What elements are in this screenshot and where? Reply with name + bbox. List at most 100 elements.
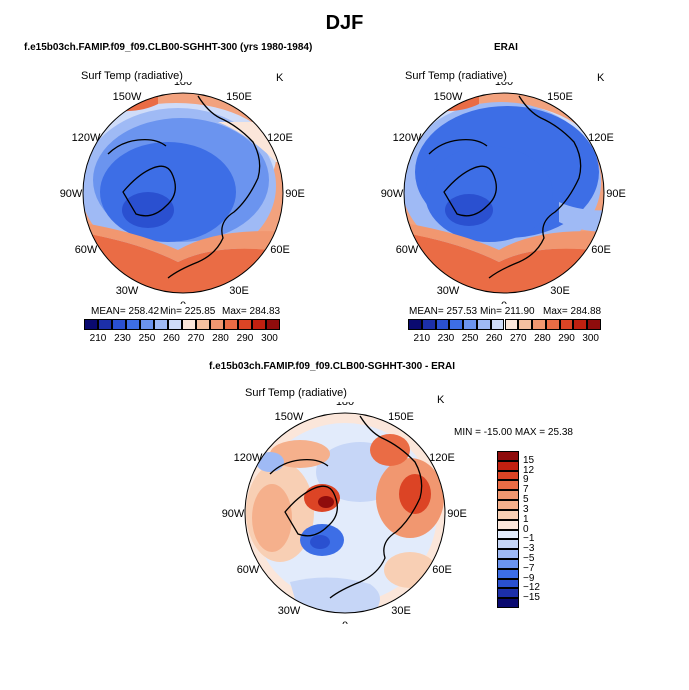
colorbar-label: 250 xyxy=(138,333,156,344)
colorbar-swatch xyxy=(559,319,574,330)
colorbar-swatch xyxy=(497,558,519,569)
colorbar-swatch xyxy=(266,319,280,330)
obs-map-border xyxy=(403,92,605,294)
colorbar-swatch xyxy=(504,319,519,330)
diff-minmax-stat: MIN = -15.00 MAX = 25.38 xyxy=(454,427,573,438)
obs-lon-label: 30E xyxy=(550,285,570,297)
obs-mean-stat: MEAN= 257.53 xyxy=(409,306,478,317)
obs-min-stat: Min= 211.90 xyxy=(480,306,535,317)
model-lon-label: 180 xyxy=(174,82,192,88)
colorbar-swatch xyxy=(112,319,126,330)
colorbar-label: 9 xyxy=(523,474,529,486)
colorbar-swatch xyxy=(476,319,491,330)
colorbar-label: 15 xyxy=(523,454,535,466)
colorbar-swatch xyxy=(196,319,210,330)
colorbar-swatch xyxy=(126,319,140,330)
colorbar-label: 270 xyxy=(187,333,205,344)
colorbar-swatch xyxy=(497,460,519,471)
colorbar-swatch xyxy=(84,319,98,330)
colorbar-label: 270 xyxy=(509,333,527,344)
obs-lon-label: 120E xyxy=(588,132,614,144)
colorbar-label: −1 xyxy=(523,533,535,545)
model-lon-label: 30W xyxy=(116,285,139,297)
model-lon-label: 0 xyxy=(180,300,186,304)
colorbar-swatch xyxy=(463,319,477,330)
obs-max-stat: Max= 284.88 xyxy=(543,306,602,317)
colorbar-swatch xyxy=(497,568,519,579)
obs-variable-label: Surf Temp (radiative) xyxy=(405,70,507,82)
obs-colorbar xyxy=(408,319,601,330)
model-lon-label: 60E xyxy=(270,244,290,256)
colorbar-label: 7 xyxy=(523,484,529,496)
colorbar-swatch xyxy=(408,319,422,330)
model-lon-label: 120W xyxy=(72,132,101,144)
colorbar-swatch xyxy=(449,319,464,330)
colorbar-label: 210 xyxy=(413,333,431,344)
colorbar-swatch xyxy=(497,500,519,510)
diff-lon-label: 120W xyxy=(234,452,263,464)
diff-variable-label: Surf Temp (radiative) xyxy=(245,387,347,399)
diff-lon-label: 120E xyxy=(429,452,455,464)
colorbar-swatch xyxy=(421,319,436,330)
colorbar-swatch xyxy=(497,509,519,520)
colorbar-label: −3 xyxy=(523,543,535,555)
diff-lon-label: 90E xyxy=(447,508,467,520)
colorbar-swatch xyxy=(182,319,196,330)
colorbar-swatch xyxy=(435,319,450,330)
colorbar-label: −12 xyxy=(523,582,540,594)
obs-lon-label: 180 xyxy=(495,82,513,88)
model-lon-label: 90E xyxy=(285,188,305,200)
colorbar-label: 250 xyxy=(461,333,479,344)
diff-lon-label: 30W xyxy=(278,605,301,617)
diff-lon-label: 30E xyxy=(391,605,411,617)
diff-lon-label: 180 xyxy=(336,402,354,408)
colorbar-swatch xyxy=(587,319,601,330)
model-colorbar-labels: 210 230 250 260 270 280 290 300 xyxy=(84,333,280,345)
colorbar-label: 0 xyxy=(523,523,529,535)
diff-colorbar xyxy=(497,451,519,608)
obs-lon-labels: 180 150E 120E 90E 60E 30E 0 30W 60W 90W 120W 150W xyxy=(381,82,626,304)
colorbar-label: −7 xyxy=(523,562,535,574)
obs-lon-label: 90E xyxy=(606,188,626,200)
colorbar-label: 300 xyxy=(261,333,278,344)
colorbar-label: 12 xyxy=(523,464,535,476)
diff-lon-label: 150W xyxy=(275,411,304,423)
colorbar-label: 280 xyxy=(534,333,551,344)
colorbar-swatch xyxy=(497,490,519,501)
colorbar-swatch xyxy=(573,319,588,330)
colorbar-label: 230 xyxy=(114,333,131,344)
model-panel-title: f.e15b03ch.FAMIP.f09_f09.CLB00-SGHHT-300… xyxy=(24,42,313,53)
diff-coastlines xyxy=(269,415,423,599)
model-lon-label: 150E xyxy=(226,91,252,103)
colorbar-swatch xyxy=(98,319,112,330)
model-coastlines xyxy=(107,95,261,279)
colorbar-swatch xyxy=(497,588,519,599)
model-colorbar xyxy=(84,319,280,330)
obs-lon-label: 0 xyxy=(501,300,507,304)
diff-lon-label: 60E xyxy=(432,564,452,576)
obs-lon-label: 30W xyxy=(437,285,460,297)
diff-map-border xyxy=(244,412,446,614)
obs-lon-label: 120W xyxy=(393,132,422,144)
colorbar-swatch xyxy=(497,598,519,608)
model-min-stat: Min= 225.85 xyxy=(160,306,216,317)
model-units-label: K xyxy=(276,72,284,84)
diff-polar-map: 180 150E 120E 90E 60E 30E 0 30W 60W 90W 120W 150W xyxy=(222,402,467,624)
model-variable-label: Surf Temp (radiative) xyxy=(81,70,183,82)
colorbar-swatch xyxy=(497,539,519,550)
colorbar-label: 1 xyxy=(523,513,529,525)
diff-lon-labels: 180 150E 120E 90E 60E 30E 0 30W 60W 90W 120W 150W xyxy=(222,402,467,624)
model-map-border xyxy=(82,92,284,294)
obs-lon-label: 150E xyxy=(547,91,573,103)
colorbar-swatch xyxy=(497,529,519,540)
obs-units-label: K xyxy=(597,72,605,84)
colorbar-swatch xyxy=(497,470,519,481)
colorbar-label: 280 xyxy=(212,333,229,344)
colorbar-swatch xyxy=(497,451,519,461)
colorbar-swatch xyxy=(497,549,519,559)
colorbar-swatch xyxy=(545,319,560,330)
colorbar-label: 3 xyxy=(523,503,529,515)
colorbar-swatch xyxy=(140,319,154,330)
model-lon-labels: 180 150E 120E 90E 60E 30E 0 30W 60W 90W 120W 150W xyxy=(60,82,305,304)
colorbar-label: 260 xyxy=(485,333,503,344)
